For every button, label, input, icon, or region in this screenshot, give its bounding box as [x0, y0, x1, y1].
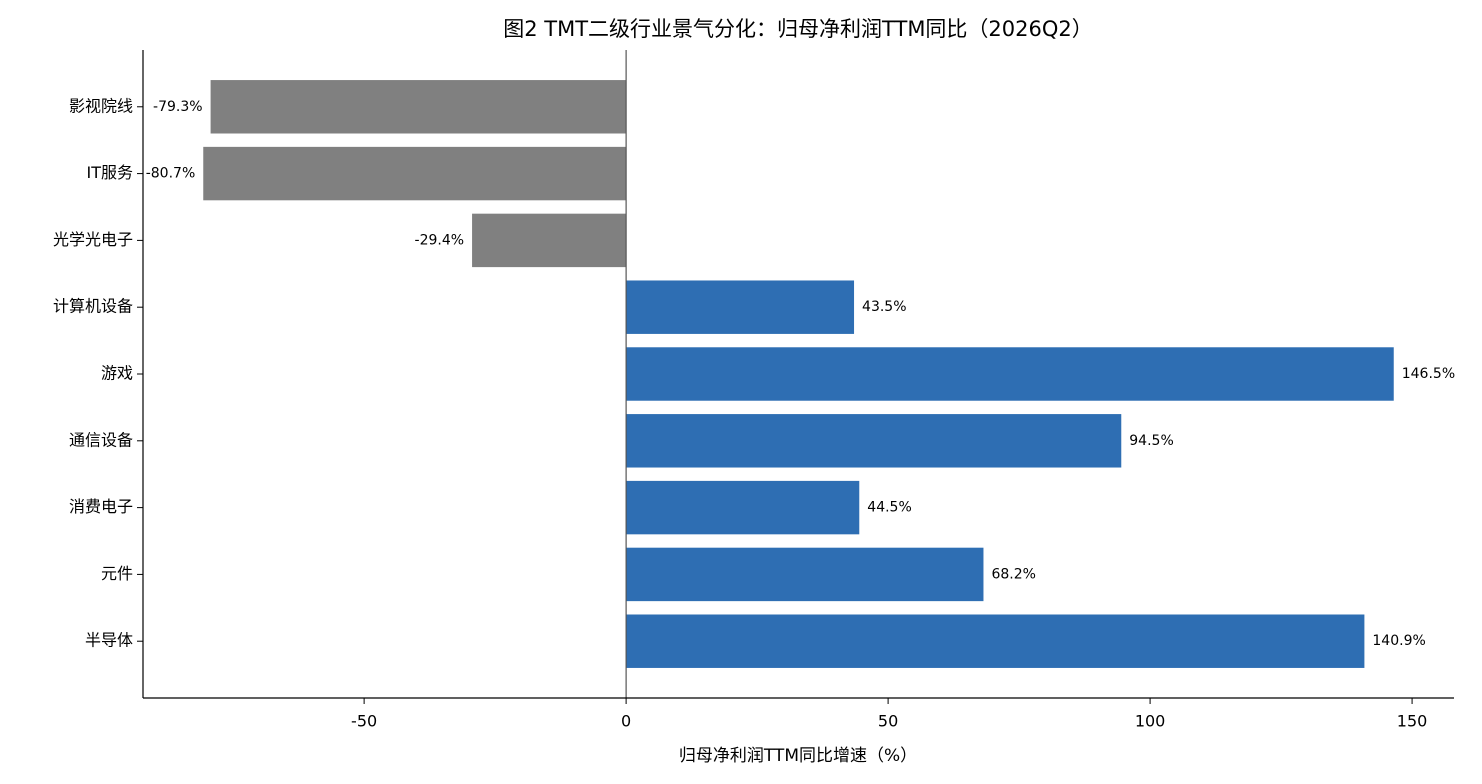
- value-label: 140.9%: [1372, 633, 1425, 649]
- bar: [626, 347, 1394, 401]
- bar: [210, 80, 627, 134]
- bar: [626, 547, 984, 602]
- bar: [472, 213, 627, 268]
- y-tick-label: 计算机设备: [53, 297, 133, 316]
- y-tick-label: 半导体: [85, 631, 133, 650]
- value-label: -79.3%: [153, 99, 203, 115]
- y-tick-label: 消费电子: [69, 497, 133, 516]
- x-axis-label: 归母净利润TTM同比增速（%）: [679, 746, 917, 766]
- bar: [626, 480, 860, 535]
- y-tick-label: IT服务: [87, 163, 134, 182]
- value-label: 146.5%: [1402, 366, 1455, 382]
- value-label: 43.5%: [862, 299, 906, 315]
- y-tick-label: 游戏: [101, 364, 133, 383]
- bar: [203, 146, 627, 201]
- value-label: 94.5%: [1129, 433, 1173, 449]
- value-label: -29.4%: [415, 232, 465, 248]
- x-tick-label: -50: [351, 712, 377, 731]
- value-label: 44.5%: [867, 500, 911, 516]
- y-tick-label: 元件: [101, 564, 133, 583]
- y-tick-label: 光学光电子: [53, 230, 133, 249]
- x-tick-label: 150: [1397, 712, 1428, 731]
- y-tick-label: 影视院线: [69, 96, 133, 115]
- x-tick-label: 0: [621, 712, 631, 731]
- bar: [626, 280, 855, 334]
- bar: [626, 614, 1365, 668]
- x-tick-label: 100: [1135, 712, 1166, 731]
- y-tick-label: 通信设备: [69, 430, 133, 449]
- bar: [626, 414, 1122, 468]
- value-label: 68.2%: [991, 566, 1035, 582]
- value-label: -80.7%: [146, 166, 196, 182]
- chart-title: 图2 TMT二级行业景气分化：归母净利润TTM同比（2026Q2）: [503, 17, 1093, 41]
- x-tick-label: 50: [878, 712, 898, 731]
